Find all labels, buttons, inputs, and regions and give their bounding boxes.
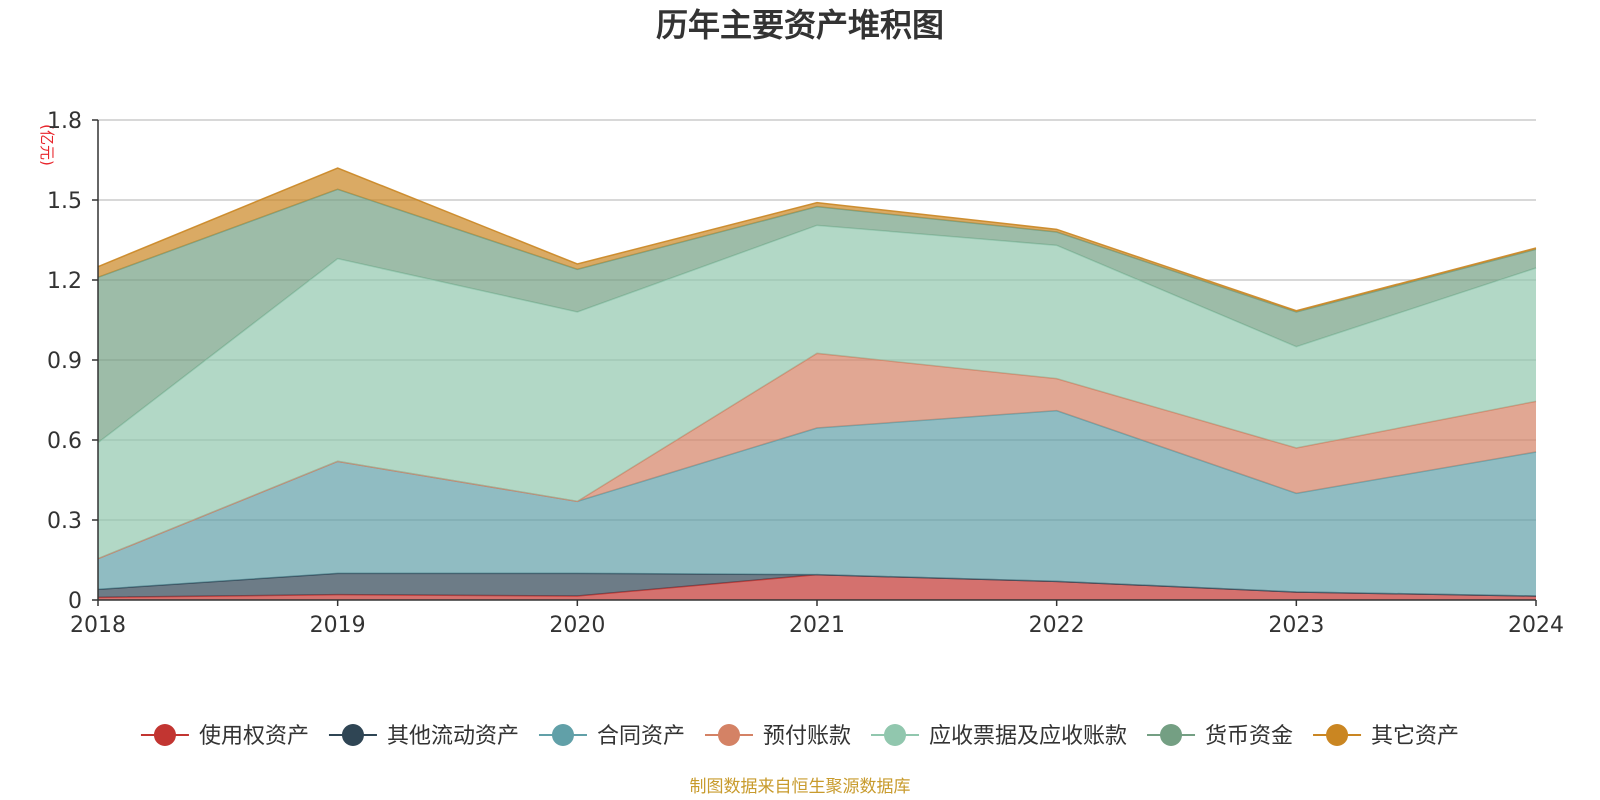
legend-label: 合同资产 [597, 724, 685, 749]
legend-marker [884, 724, 907, 746]
legend-item-6[interactable]: 其它资产 [1313, 724, 1459, 749]
y-tick-label: 0.9 [47, 349, 82, 374]
legend-marker [153, 724, 176, 746]
legend-item-3[interactable]: 预付账款 [704, 724, 851, 749]
area-0 [98, 574, 1536, 600]
x-tick-label: 2024 [1508, 613, 1564, 638]
x-tick-label: 2020 [549, 613, 605, 638]
legend-marker [1326, 724, 1349, 746]
y-axis-unit-label: (亿元) [38, 124, 56, 166]
legend-marker [341, 724, 364, 746]
area-4 [98, 225, 1536, 559]
y-tick-label: 1.8 [47, 109, 82, 134]
legend-item-1[interactable]: 其他流动资产 [328, 724, 519, 749]
legend-label: 其他流动资产 [387, 724, 519, 749]
legend-label: 使用权资产 [199, 724, 309, 749]
legend-item-0[interactable]: 使用权资产 [140, 724, 309, 749]
y-tick-label: 0.6 [47, 429, 82, 454]
y-tick-label: 1.2 [47, 269, 82, 294]
legend-item-5[interactable]: 货币资金 [1147, 724, 1293, 749]
y-tick-label: 1.5 [47, 189, 82, 214]
legend-label: 其它资产 [1371, 724, 1459, 749]
x-tick-label: 2023 [1268, 613, 1324, 638]
data-source-note: 制图数据来自恒生聚源数据库 [690, 777, 911, 797]
area-2 [98, 410, 1536, 596]
axes: 0 0.3 0.6 0.9 1.2 1.5 1.8 2018 2019 2020 2021 2022 2… [47, 109, 1564, 638]
area-1 [98, 573, 1536, 598]
area-5 [98, 189, 1536, 443]
x-tick-label: 2021 [789, 613, 845, 638]
x-tick-label: 2019 [310, 613, 366, 638]
legend-item-4[interactable]: 应收票据及应收账款 [871, 724, 1127, 749]
legend-marker [551, 724, 574, 746]
chart-title: 历年主要资产堆积图 [656, 6, 944, 44]
legend-marker [1160, 724, 1183, 746]
y-tick-label: 0 [68, 589, 82, 614]
x-tick-label: 2018 [70, 613, 126, 638]
y-tick-label: 0.3 [47, 509, 82, 534]
legend-label: 应收票据及应收账款 [929, 724, 1127, 749]
legend: 使用权资产 其他流动资产 合同资产 预付账款 应收票据及应收账款 货币资金 其它资产 [140, 724, 1459, 749]
series-line-6 [97, 167, 1537, 312]
legend-label: 货币资金 [1205, 724, 1293, 749]
legend-label: 预付账款 [763, 724, 851, 749]
area-series [97, 167, 1537, 600]
x-tick-label: 2022 [1029, 613, 1085, 638]
legend-marker [717, 724, 740, 746]
legend-item-2[interactable]: 合同资产 [538, 724, 685, 749]
area-3 [98, 353, 1536, 559]
